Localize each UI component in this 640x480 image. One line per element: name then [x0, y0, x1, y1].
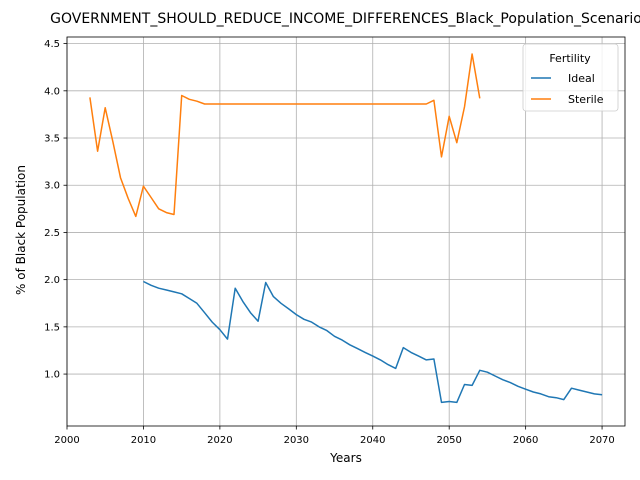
legend-label-sterile: Sterile — [568, 93, 604, 106]
x-tick-label: 2060 — [513, 435, 538, 446]
x-tick-label: 2030 — [284, 435, 309, 446]
legend-label-ideal: Ideal — [568, 72, 595, 85]
x-tick-label: 2000 — [54, 435, 79, 446]
chart-title: GOVERNMENT_SHOULD_REDUCE_INCOME_DIFFEREN… — [50, 11, 640, 27]
y-tick-label: 1.0 — [44, 370, 60, 381]
series-lines — [89, 53, 603, 404]
x-axis-ticks: 2000 2010 2020 2030 2040 2050 2060 2070 — [54, 426, 615, 446]
legend-title: Fertility — [549, 52, 591, 65]
y-tick-label: 3.0 — [44, 181, 60, 192]
y-tick-label: 2.5 — [44, 228, 60, 239]
legend-box — [522, 43, 619, 112]
x-tick-label: 2020 — [207, 435, 232, 446]
series-line-sterile — [89, 53, 481, 218]
x-tick-label: 2050 — [436, 435, 461, 446]
y-axis-ticks: 1.0 1.5 2.0 2.5 3.0 3.5 4.0 4.5 — [44, 39, 67, 381]
x-tick-label: 2040 — [360, 435, 385, 446]
plot-frame — [66, 36, 626, 427]
x-axis-label: Years — [329, 451, 362, 465]
y-tick-label: 4.5 — [44, 39, 60, 50]
y-tick-label: 2.0 — [44, 275, 60, 286]
y-axis-label: % of Black Population — [14, 165, 28, 295]
y-tick-label: 3.5 — [44, 134, 60, 145]
x-tick-label: 2070 — [589, 435, 614, 446]
series-line-ideal — [143, 280, 603, 404]
y-tick-label: 4.0 — [44, 86, 60, 97]
y-tick-label: 1.5 — [44, 322, 60, 333]
x-tick-label: 2010 — [131, 435, 156, 446]
legend: Fertility Ideal Sterile — [522, 43, 619, 112]
